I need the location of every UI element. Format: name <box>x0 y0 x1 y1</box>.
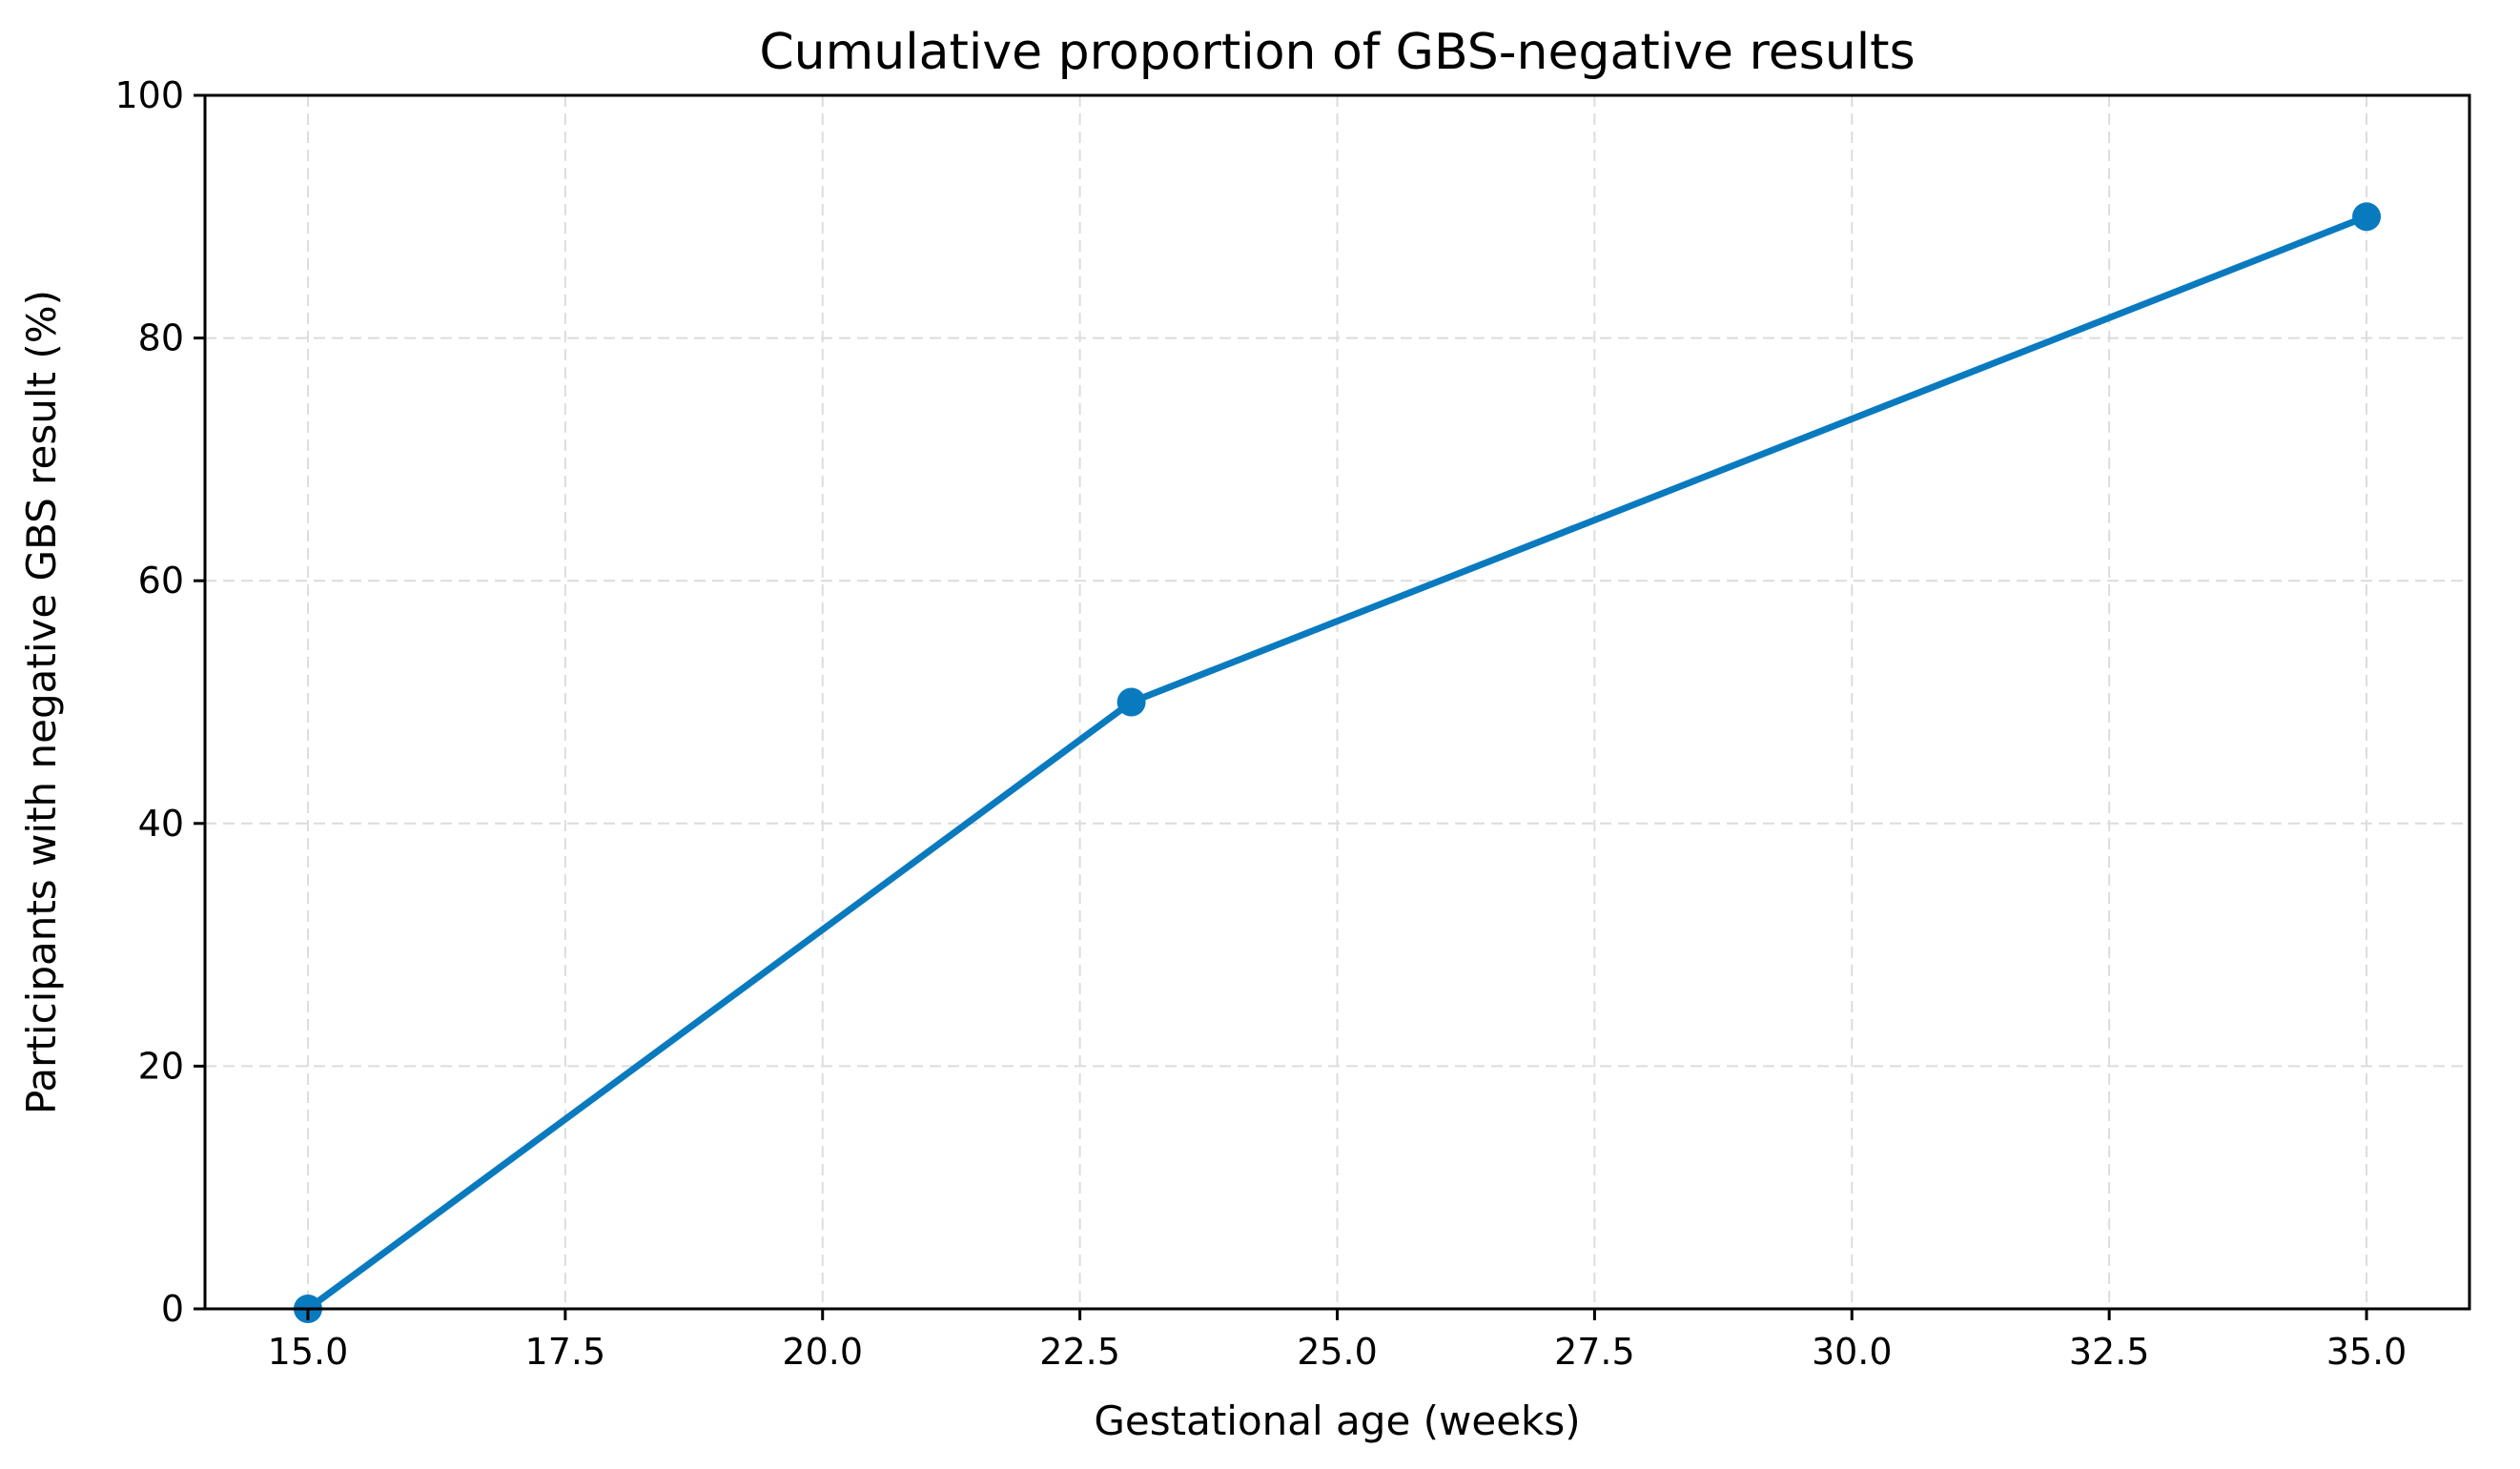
x-tick-label-3: 22.5 <box>1039 1331 1120 1373</box>
y-tick-label-5: 100 <box>114 74 184 116</box>
data-point-0-2 <box>2352 202 2382 232</box>
x-tick-label-2: 20.0 <box>782 1331 863 1373</box>
y-tick-label-0: 0 <box>161 1288 184 1330</box>
x-tick-label-7: 32.5 <box>2069 1331 2150 1373</box>
x-axis-label: Gestational age (weeks) <box>1094 1398 1580 1444</box>
y-tick-label-1: 20 <box>138 1045 184 1087</box>
y-axis-ticks: 0 20 40 60 80 100 <box>114 74 205 1330</box>
x-tick-label-8: 35.0 <box>2326 1331 2407 1373</box>
grid-lines <box>205 94 2469 1310</box>
y-tick-label-2: 40 <box>138 803 184 845</box>
x-tick-label-4: 25.0 <box>1297 1331 1378 1373</box>
y-tick-label-3: 60 <box>138 560 184 602</box>
data-point-0-1 <box>1117 687 1146 717</box>
y-axis-label: Participants with negative GBS result (%… <box>18 290 65 1114</box>
x-tick-label-1: 17.5 <box>525 1331 606 1373</box>
y-tick-label-4: 80 <box>138 317 184 359</box>
series-line-0 <box>304 213 2370 1313</box>
x-tick-label-5: 27.5 <box>1554 1331 1635 1373</box>
chart-title: Cumulative proportion of GBS-negative re… <box>759 24 1915 81</box>
x-tick-label-6: 30.0 <box>1812 1331 1893 1373</box>
x-tick-label-0: 15.0 <box>268 1331 349 1373</box>
x-axis-ticks: 15.0 17.5 20.0 22.5 25.0 27.5 30.0 32.5 35.0 <box>268 1309 2407 1373</box>
